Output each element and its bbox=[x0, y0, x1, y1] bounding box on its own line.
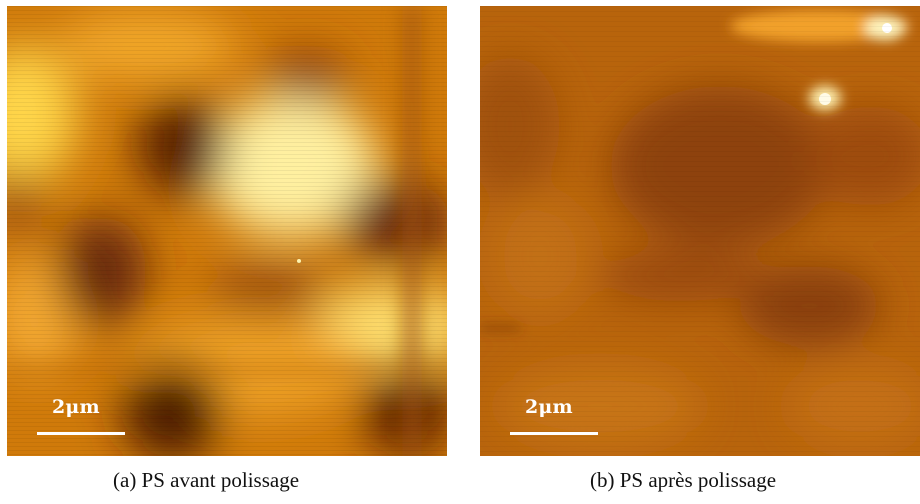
caption-a: (a) PS avant polissage bbox=[113, 468, 300, 492]
afm-topography-before bbox=[7, 6, 447, 456]
afm-image-after-polishing: 2μm bbox=[480, 6, 920, 456]
afm-image-before-polishing: 2μm bbox=[7, 6, 447, 456]
scale-label: 2μm bbox=[52, 396, 100, 418]
scale-bar bbox=[37, 432, 125, 435]
afm-topography-after bbox=[480, 6, 920, 456]
caption-b: (b) PS après polissage bbox=[590, 468, 777, 492]
scale-label: 2μm bbox=[525, 396, 573, 418]
scale-bar bbox=[510, 432, 598, 435]
